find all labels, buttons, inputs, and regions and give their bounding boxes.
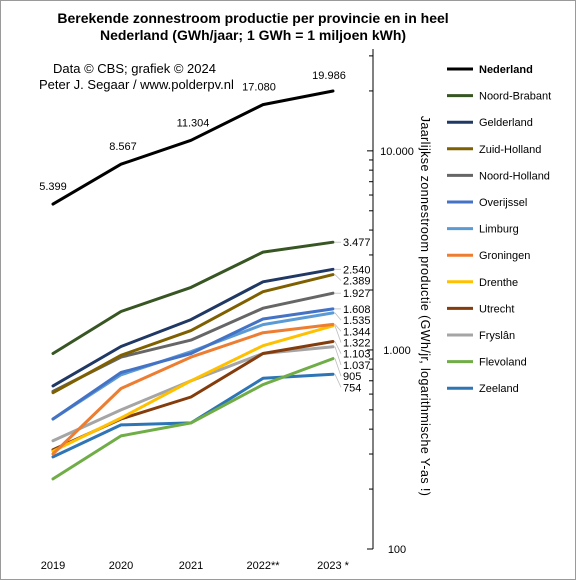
- legend-label-fryslan: Fryslân: [479, 330, 515, 342]
- y-axis: 100 1.000 10.000: [367, 49, 414, 556]
- legend-label-drenthe: Drenthe: [479, 277, 518, 289]
- legend-label-noord-holland: Noord-Holland: [479, 170, 550, 182]
- x-tick-label: 2020: [109, 560, 133, 572]
- series-line-noord-brabant: [51, 240, 335, 355]
- chart-title-line-1: Berekende zonnestroom productie per prov…: [57, 10, 448, 26]
- legend: Nederland Noord-Brabant Gelderland Zuid-Hol…: [447, 64, 551, 395]
- data-label-nederland: 19.986: [312, 70, 346, 82]
- x-tick-label: 2022**: [246, 560, 280, 572]
- end-label-fryslan: 1.037: [343, 360, 371, 372]
- x-tick-label: 2019: [41, 560, 65, 572]
- end-label-groningen: 1.344: [343, 326, 371, 338]
- legend-label-flevoland: Flevoland: [479, 357, 527, 369]
- legend-label-gelderland: Gelderland: [479, 117, 533, 129]
- series-layer: [51, 89, 335, 481]
- end-label-noord-brabant: 3.477: [343, 237, 371, 249]
- y-tick-label: 1.000: [383, 345, 411, 357]
- series-line-overijssel: [51, 307, 335, 421]
- leader-line-groningen: [334, 324, 342, 332]
- series-line-nederland: [51, 89, 335, 206]
- legend-label-groningen: Groningen: [479, 250, 530, 262]
- y-tick-label: 100: [388, 544, 406, 556]
- credit-line-1: Data © CBS; grafiek © 2024: [53, 61, 216, 76]
- series-line-groningen: [51, 322, 335, 456]
- chart-title-line-2: Nederland (GWh/jaar; 1 GWh = 1 miljoen k…: [100, 27, 406, 43]
- end-label-zeeland: 754: [343, 382, 361, 394]
- data-label-nederland: 8.567: [109, 141, 137, 153]
- leader-line-fryslan: [334, 346, 342, 366]
- end-label-utrecht: 1.103: [343, 349, 371, 361]
- legend-label-noord-brabant: Noord-Brabant: [479, 91, 551, 103]
- series-line-gelderland: [51, 267, 335, 388]
- leader-line-limburg: [334, 312, 342, 321]
- series-line-zuid-holland: [51, 273, 335, 395]
- end-label-drenthe: 1.322: [343, 337, 371, 349]
- end-label-noord-holland: 1.927: [343, 288, 371, 300]
- data-label-nederland: 5.399: [39, 181, 67, 193]
- y-axis-label: Jaarlijkse zonnestroom productie (GWh/jr…: [418, 116, 432, 497]
- leader-line-drenthe: [334, 325, 342, 343]
- x-tick-label: 2021: [179, 560, 203, 572]
- series-line-flevoland: [51, 357, 335, 481]
- legend-label-limburg: Limburg: [479, 224, 519, 236]
- leader-line-zeeland: [334, 374, 342, 388]
- data-label-nederland: 17.080: [242, 82, 276, 94]
- legend-label-utrecht: Utrecht: [479, 303, 514, 315]
- end-label-overijssel: 1.608: [343, 304, 371, 316]
- leader-line-zuid-holland: [334, 274, 342, 281]
- x-axis: 2019 2020 2021 2022** 2023 *: [41, 560, 350, 572]
- legend-label-zuid-holland: Zuid-Holland: [479, 144, 541, 156]
- end-label-gelderland: 2.540: [343, 264, 371, 276]
- legend-label-zeeland: Zeeland: [479, 383, 519, 395]
- legend-label-nederland: Nederland: [479, 64, 533, 76]
- credit-line-2: Peter J. Segaar / www.polderpv.nl: [39, 77, 234, 92]
- end-label-flevoland: 905: [343, 371, 361, 383]
- y-tick-label: 10.000: [380, 146, 414, 158]
- end-label-limburg: 1.535: [343, 315, 371, 327]
- legend-label-overijssel: Overijssel: [479, 197, 527, 209]
- data-label-nederland: 11.304: [177, 117, 210, 129]
- data-labels: 5.399 8.567 11.304 17.080 19.986 3.477 2.5402.…: [39, 70, 370, 394]
- leader-line-flevoland: [334, 358, 342, 377]
- leader-line-utrecht: [334, 341, 342, 354]
- end-label-zuid-holland: 2.389: [343, 276, 371, 288]
- series-line-drenthe: [51, 324, 335, 453]
- x-tick-label: 2023 *: [317, 560, 350, 572]
